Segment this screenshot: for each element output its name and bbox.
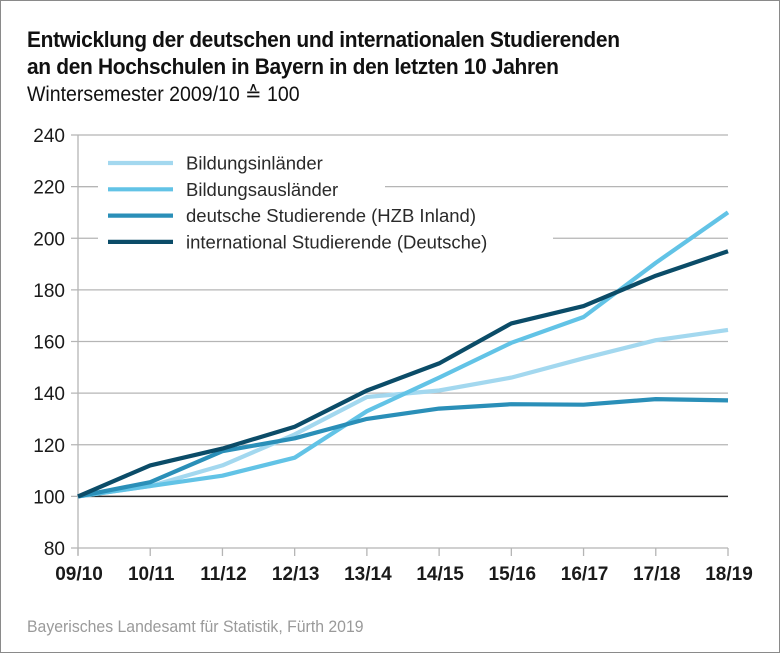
x-tick-label: 16/17	[561, 564, 609, 585]
y-tick-label: 80	[44, 539, 65, 560]
series-line-3	[77, 397, 729, 499]
legend-label: deutsche Studierende (HZB Inland)	[186, 205, 476, 226]
y-tick-label: 160	[33, 333, 65, 354]
chart-subtitle: Wintersemester 2009/10 ≙ 100	[27, 83, 300, 106]
x-tick-label: 13/14	[344, 564, 392, 585]
legend-label: international Studierende (Deutsche)	[186, 231, 487, 252]
axes	[77, 135, 728, 555]
y-tick-label: 240	[33, 126, 65, 147]
legend: Bildungsinländer Bildungsausländer deutsch…	[78, 153, 553, 252]
x-tick-label: 10/11	[128, 564, 175, 585]
legend-background	[98, 150, 553, 253]
series-lines	[77, 210, 730, 499]
x-tick-label: 12/13	[272, 564, 320, 585]
chart-title-line-2: an den Hochschulen in Bayern in den letz…	[27, 54, 559, 79]
y-tick-label: 220	[33, 178, 65, 199]
x-tick-label: 15/16	[489, 564, 537, 585]
y-axis-ticks: 80 100 120 140 160 180 200 220 240	[33, 126, 65, 560]
y-tick-label: 200	[33, 229, 65, 250]
legend-label: Bildungsausländer	[186, 179, 338, 200]
y-tick-label: 100	[33, 487, 65, 508]
y-tick-label: 140	[33, 384, 65, 405]
y-tick-label: 180	[33, 281, 65, 302]
series-line-2	[77, 210, 730, 499]
x-tick-label: 11/12	[200, 564, 247, 585]
source-note: Bayerisches Landesamt für Statistik, Für…	[27, 617, 364, 636]
y-tick-label: 120	[33, 436, 65, 457]
x-tick-label: 09/10	[55, 564, 103, 585]
chart-title: Entwicklung der deutschen und internatio…	[27, 26, 620, 80]
chart-title-line-1: Entwicklung der deutschen und internatio…	[27, 27, 620, 52]
x-tick-label: 17/18	[633, 564, 681, 585]
x-axis-ticks: 09/10 10/11 11/12 12/13 13/14 14/15 15/16 16/17…	[55, 548, 753, 585]
series-line-4	[77, 249, 729, 499]
x-tick-label: 18/19	[705, 564, 753, 585]
legend-label: Bildungsinländer	[186, 153, 323, 174]
x-tick-label: 14/15	[416, 564, 464, 585]
